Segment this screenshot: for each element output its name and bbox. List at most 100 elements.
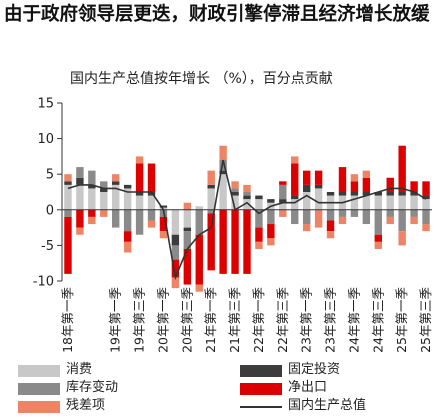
bar-segment (171, 259, 180, 278)
x-tick-label: 23年第一季 (299, 287, 314, 353)
bar-segment (314, 209, 323, 228)
bar-segment (135, 192, 144, 196)
bar-segment (147, 195, 156, 210)
bar-segment (88, 170, 96, 185)
bar-segment (302, 170, 311, 185)
bar-segment (267, 199, 275, 203)
bar-segment (291, 163, 299, 196)
bar-segment (338, 167, 347, 192)
bar-segment (123, 231, 132, 242)
bar-segment (243, 195, 251, 200)
bar-segment (64, 184, 72, 210)
bar-segment (207, 209, 215, 214)
bar-segment (219, 174, 227, 210)
y-tick-label: -5 (41, 239, 54, 254)
bar-segment (410, 192, 418, 196)
bar-segment (338, 216, 347, 225)
x-tick-label: 21年第三季 (227, 287, 242, 353)
bar-segment (338, 209, 347, 217)
legend-label: 净出口 (288, 380, 328, 395)
bar-segment (159, 216, 168, 232)
bar-segment (279, 199, 287, 203)
bar-segment (171, 234, 180, 246)
bar-segment (231, 192, 239, 196)
headline: 由于政府领导层更迭，财政引擎停滞且经济增长放缓 (4, 4, 430, 25)
legend-swatch (18, 401, 60, 413)
bar-segment (386, 209, 394, 217)
bar-segment (326, 209, 335, 221)
bar-segment (207, 184, 215, 189)
x-tick-label: 20年第一季 (155, 287, 170, 353)
bar-segment (183, 231, 192, 249)
bar-segment (159, 231, 168, 239)
bar-segment (326, 192, 335, 196)
x-tick-label: 25年第三季 (418, 287, 433, 353)
bar-segment (123, 188, 132, 210)
legend-swatch (240, 383, 282, 395)
bar-segment (362, 209, 371, 225)
bar-segment (398, 195, 406, 210)
bar-segment (159, 205, 168, 208)
bar-segment (243, 199, 251, 210)
bar-segment (291, 156, 299, 164)
bar-segment (410, 209, 418, 217)
bar-segment (147, 192, 156, 196)
bar-segment (207, 170, 215, 185)
bar-segment (219, 209, 227, 274)
bar-segment (279, 202, 287, 210)
bar-segment (410, 216, 418, 225)
bar-segment (112, 174, 120, 182)
bar-segment (195, 284, 203, 292)
bar-segment (76, 177, 84, 185)
chart-title: 国内生产总值按年增长 （%），百分点贡献 (70, 71, 333, 87)
legend-label: 消费 (66, 362, 93, 377)
x-tick-label: 22年第一季 (251, 287, 266, 353)
bar-segment (171, 209, 180, 235)
bar-segment (374, 209, 382, 235)
bar-segment (88, 188, 96, 210)
bar-segment (219, 145, 227, 160)
bar-segment (267, 224, 275, 239)
bar-segment (243, 184, 251, 192)
bar-segment (183, 202, 192, 210)
y-tick-label: 10 (37, 132, 54, 147)
bar-segment (255, 195, 263, 200)
bar-segment (64, 216, 72, 274)
bar-segment (135, 209, 144, 235)
bar-segment (302, 192, 311, 210)
bar-segment (76, 167, 84, 178)
legend-swatch (240, 365, 282, 377)
bar-segment (147, 220, 156, 228)
bar-segment (183, 248, 192, 285)
bar-segment (314, 188, 323, 210)
x-tick-label: 22年第三季 (275, 287, 290, 353)
bar-segment (362, 192, 371, 196)
bar-segment (76, 209, 84, 228)
bar-segment (243, 192, 251, 196)
bar-segment (147, 163, 156, 192)
bar-segment (422, 181, 430, 196)
bar-segment (64, 174, 72, 182)
bar-segment (291, 195, 299, 200)
x-tick-label: 21年第一季 (203, 287, 218, 353)
bar-segment (279, 209, 287, 217)
bar-segment (374, 195, 382, 210)
bar-segment (398, 231, 406, 246)
bar-segment (88, 209, 96, 217)
bar-segment (183, 227, 192, 232)
bar-segment (398, 192, 406, 196)
x-tick-label: 19年第三季 (132, 287, 147, 353)
bar-segment (112, 184, 120, 210)
x-tick-label: 19年第一季 (108, 287, 123, 353)
bar-segment (291, 199, 299, 210)
bar-segment (76, 184, 84, 210)
bar-segment (267, 209, 275, 225)
bar-segment (279, 181, 287, 185)
bar-segment (231, 181, 239, 189)
bar-segment (112, 209, 120, 228)
bar-segment (255, 241, 263, 249)
bar-segment (386, 195, 394, 210)
bar-segment (88, 184, 96, 189)
bar-segment (302, 184, 311, 192)
